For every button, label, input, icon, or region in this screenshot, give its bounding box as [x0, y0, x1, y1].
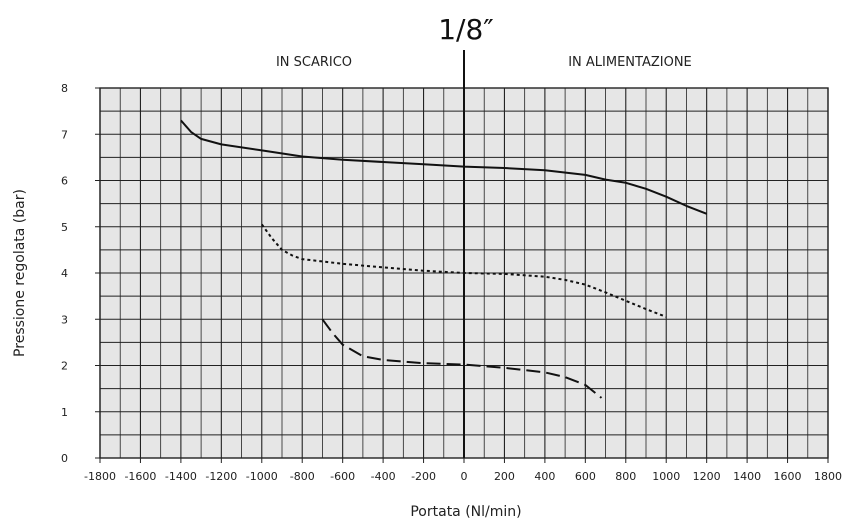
x-tick-label: -1800: [84, 470, 116, 483]
y-tick-label: 6: [61, 175, 68, 188]
x-tick-label: 1000: [652, 470, 680, 483]
x-tick-label: -1600: [124, 470, 156, 483]
region-label-left: IN SCARICO: [276, 55, 352, 70]
x-tick-label: -200: [411, 470, 436, 483]
y-tick-label: 2: [61, 360, 68, 373]
x-axis-label: Portata (Nl/min): [410, 504, 521, 520]
y-tick-labels: 0 1 2 3 4 5 6 7 8: [61, 82, 100, 465]
x-tick-label: 800: [615, 470, 636, 483]
y-tick-label: 4: [61, 267, 68, 280]
region-label-right: IN ALIMENTAZIONE: [568, 55, 692, 70]
x-tick-labels: -1800 -1600 -1400 -1200 -1000 -800 -600 -400 -20…: [84, 458, 842, 483]
x-tick-label: -1200: [205, 470, 237, 483]
x-tick-label: 200: [494, 470, 515, 483]
x-tick-label: 600: [575, 470, 596, 483]
chart-title: 1/8″: [438, 13, 494, 46]
x-tick-label: -1000: [246, 470, 278, 483]
y-tick-label: 3: [61, 313, 68, 326]
y-tick-label: 8: [61, 82, 68, 95]
x-tick-label: -400: [371, 470, 396, 483]
x-tick-label: 1400: [733, 470, 761, 483]
y-tick-label: 1: [61, 406, 68, 419]
x-tick-label: 1200: [693, 470, 721, 483]
x-tick-label: 1800: [814, 470, 842, 483]
series-line-dashed: [321, 318, 603, 399]
y-tick-label: 7: [61, 128, 68, 141]
x-tick-label: 400: [534, 470, 555, 483]
x-tick-label: 1600: [774, 470, 802, 483]
y-tick-label: 0: [61, 452, 68, 465]
y-tick-label: 5: [61, 221, 68, 234]
x-tick-label: -1400: [165, 470, 197, 483]
x-tick-label: -800: [290, 470, 315, 483]
y-axis-label: Pressione regolata (bar): [12, 189, 28, 357]
x-tick-label: 0: [461, 470, 468, 483]
x-tick-label: -600: [330, 470, 355, 483]
